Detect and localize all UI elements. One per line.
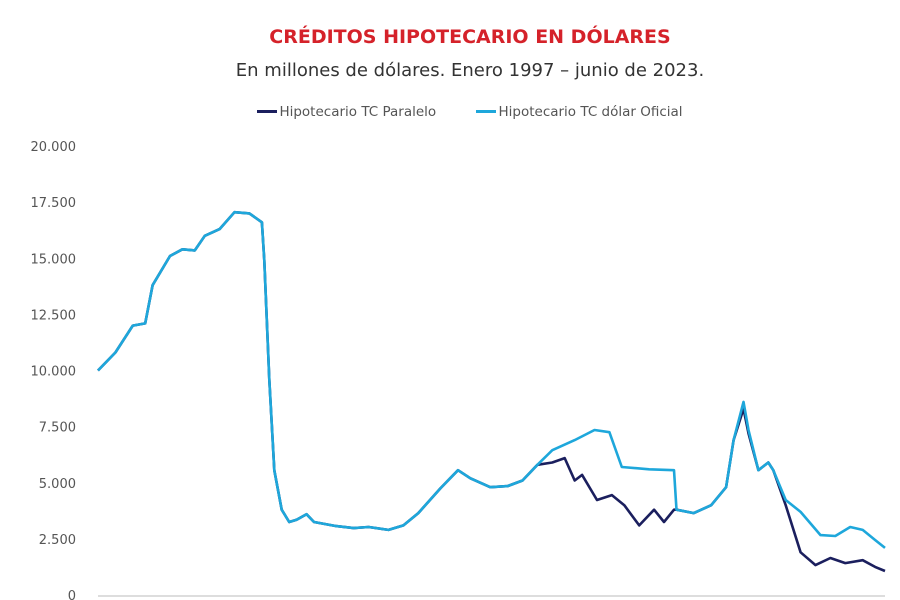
y-tick-label: 17.500	[31, 196, 77, 211]
y-tick-label: 12.500	[31, 308, 77, 323]
y-tick-label: 0	[68, 589, 76, 600]
legend-label-oficial: Hipotecario TC dólar Oficial	[498, 103, 683, 120]
chart-subtitle: En millones de dólares. Enero 1997 – jun…	[235, 60, 705, 81]
legend: Hipotecario TC Paralelo Hipotecario TC d…	[0, 101, 900, 120]
series-line-oficial	[97, 210, 886, 549]
legend-swatch-paralelo	[257, 110, 278, 113]
series-line-paralelo	[97, 210, 886, 573]
y-tick-label: 7.500	[39, 421, 76, 436]
y-tick-label: 2.500	[39, 533, 76, 548]
legend-item-oficial: Hipotecario TC dólar Oficial	[476, 103, 683, 120]
legend-label-paralelo: Hipotecario TC Paralelo	[279, 103, 437, 120]
y-tick-label: 10.000	[31, 365, 77, 380]
y-tick-label: 5.000	[39, 477, 76, 492]
y-tick-label: 20.000	[31, 140, 77, 155]
y-tick-label: 15.000	[31, 252, 77, 267]
chart-title: CRÉDITOS HIPOTECARIO EN DÓLARES	[269, 26, 671, 48]
legend-item-paralelo: Hipotecario TC Paralelo	[257, 104, 436, 120]
legend-swatch-oficial	[476, 110, 497, 113]
